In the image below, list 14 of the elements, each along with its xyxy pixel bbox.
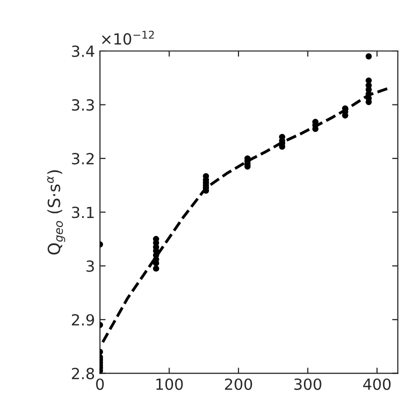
y-tick-label: 2.9 — [72, 314, 94, 326]
y-tick-label: 2.8 — [72, 368, 94, 380]
text: ×10$^{−12}$ — [102, 30, 154, 45]
x-tick-label: 200 — [225, 378, 252, 390]
x-tick-label: 100 — [156, 378, 183, 390]
y-tick-label: 3.4 — [72, 45, 94, 58]
y-tick-label: 3 — [86, 260, 94, 272]
x-tick-label: 400 — [363, 378, 391, 390]
x-tick-label: 0 — [96, 378, 104, 390]
y-axis-title: Q$_{geo}$ (S·s$^{α}$) — [47, 170, 66, 255]
y-tick-label: 3.3 — [72, 99, 94, 111]
x-tick-label: 300 — [294, 378, 322, 390]
y-tick-label: 3.2 — [72, 152, 94, 164]
y-tick-label: 3.1 — [72, 206, 94, 218]
